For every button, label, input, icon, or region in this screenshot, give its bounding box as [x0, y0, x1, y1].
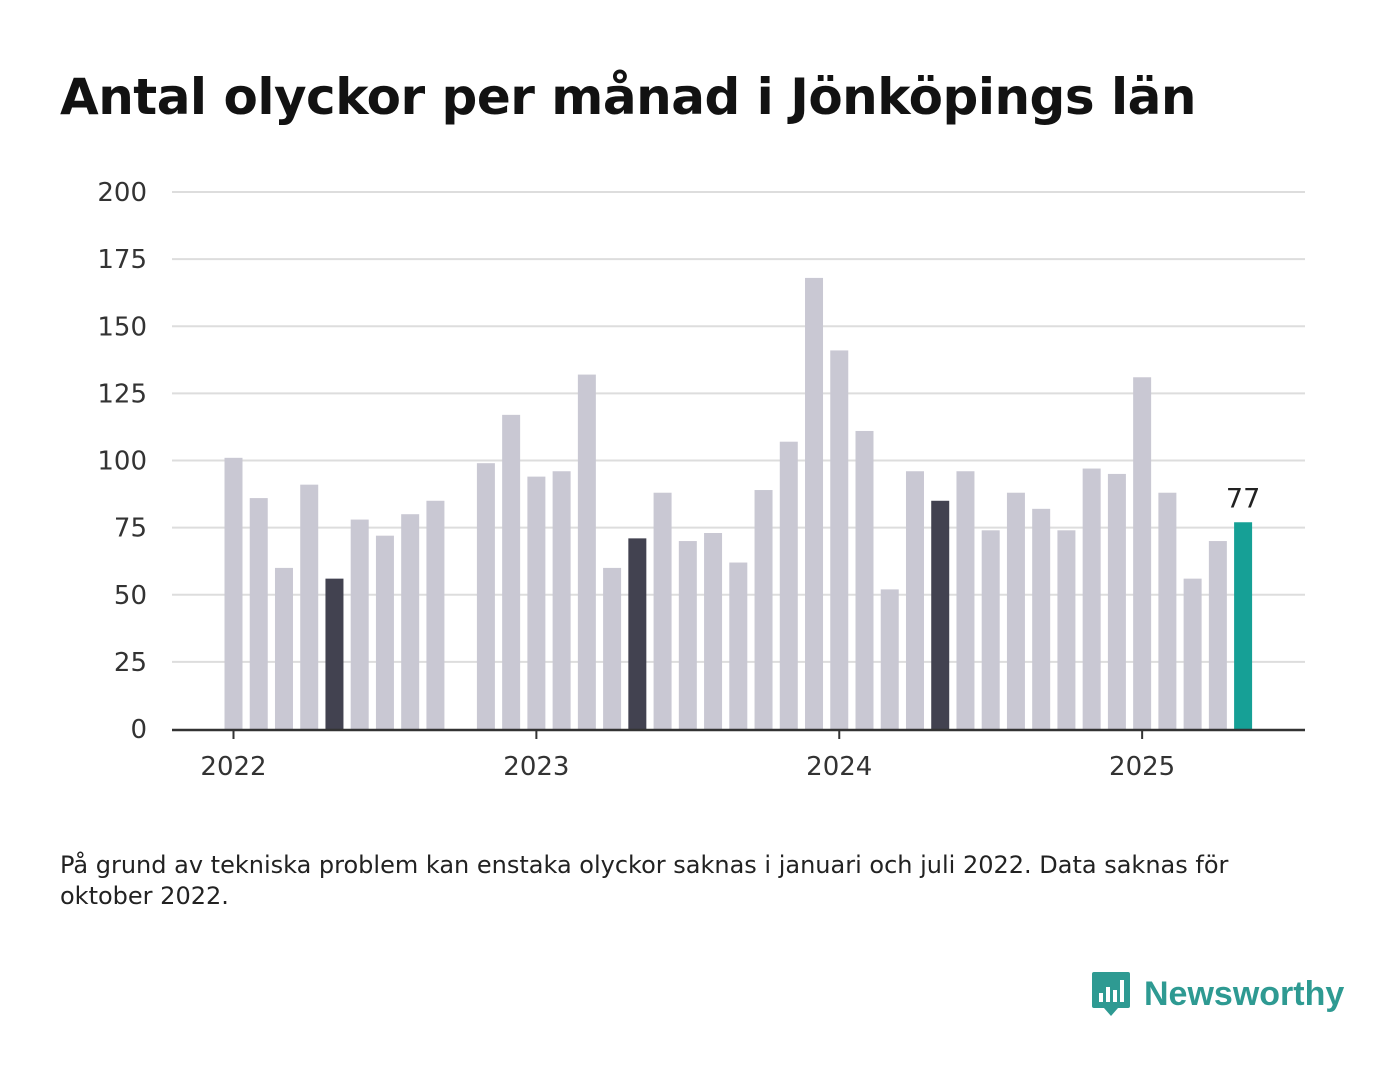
bars	[224, 277, 1253, 729]
brand-name: Newsworthy	[1144, 974, 1345, 1013]
bar-2022-12	[502, 414, 521, 729]
data-labels: 77	[1226, 483, 1260, 514]
x-axis-ticks: 2022 2023 2024 2025	[200, 730, 1175, 782]
bar-2025-05	[1234, 522, 1253, 729]
x-tick-label: 2023	[503, 752, 569, 782]
x-tick-label: 2024	[806, 752, 872, 782]
bar-2024-08	[1006, 492, 1025, 729]
bar-2023-08	[704, 532, 723, 729]
bar-2022-02	[249, 498, 268, 729]
x-tick-label: 2022	[200, 752, 266, 782]
footnote: På grund av tekniska problem kan enstaka…	[60, 851, 1229, 910]
y-tick-label: 125	[97, 379, 147, 409]
bar-2025-04	[1208, 541, 1227, 729]
y-tick-label: 0	[130, 715, 147, 745]
bar-2024-11	[1082, 468, 1101, 729]
newsworthy-logo[interactable]: Newsworthy	[1090, 970, 1344, 1018]
bar-2022-08	[401, 514, 420, 729]
latest-value-label: 77	[1226, 483, 1260, 514]
bar-2025-02	[1158, 492, 1177, 729]
bar-2023-12	[805, 277, 824, 729]
bar-2024-04	[905, 471, 924, 729]
bar-2024-01	[830, 350, 849, 729]
y-axis-ticks: 0 25 50 75 100 125 150 175 200	[97, 178, 147, 745]
bar-2023-06	[653, 492, 672, 729]
y-tick-label: 150	[97, 312, 147, 342]
y-tick-label: 175	[97, 245, 147, 275]
bar-2022-06	[350, 519, 369, 729]
bar-2023-09	[729, 562, 748, 729]
bar-2024-02	[855, 430, 874, 729]
bar-2023-11	[779, 441, 798, 729]
bar-2024-07	[981, 530, 1000, 729]
bar-2022-07	[375, 535, 394, 729]
bar-2023-05	[628, 538, 647, 729]
bar-2023-03	[577, 374, 596, 729]
bar-2023-07	[678, 541, 697, 729]
bar-2022-04	[300, 484, 319, 729]
bar-2024-10	[1057, 530, 1076, 729]
bar-2024-03	[880, 589, 899, 729]
bar-2023-01	[527, 476, 546, 729]
bar-2022-11	[476, 463, 495, 729]
bar-2022-05	[325, 578, 344, 729]
bar-2024-12	[1107, 473, 1126, 729]
x-tick-label: 2025	[1109, 752, 1175, 782]
bar-2022-01	[224, 457, 243, 729]
chart-title: Antal olyckor per månad i Jönköpings län	[60, 68, 1196, 126]
y-tick-label: 75	[114, 514, 147, 544]
bar-2025-03	[1183, 578, 1202, 729]
bar-2024-09	[1032, 508, 1051, 729]
bar-2024-06	[956, 471, 975, 729]
bar-2023-10	[754, 490, 773, 729]
bar-2023-02	[552, 471, 571, 729]
y-tick-label: 25	[114, 648, 147, 678]
bar-2025-01	[1133, 377, 1152, 729]
bar-2024-05	[931, 500, 950, 729]
newsworthy-chart-logo-icon	[1092, 972, 1130, 1016]
bar-2022-03	[274, 567, 293, 729]
bar-2023-04	[603, 567, 622, 729]
y-tick-label: 200	[97, 178, 147, 208]
y-tick-label: 50	[114, 581, 147, 611]
y-tick-label: 100	[97, 447, 147, 477]
bar-2022-09	[426, 500, 445, 729]
